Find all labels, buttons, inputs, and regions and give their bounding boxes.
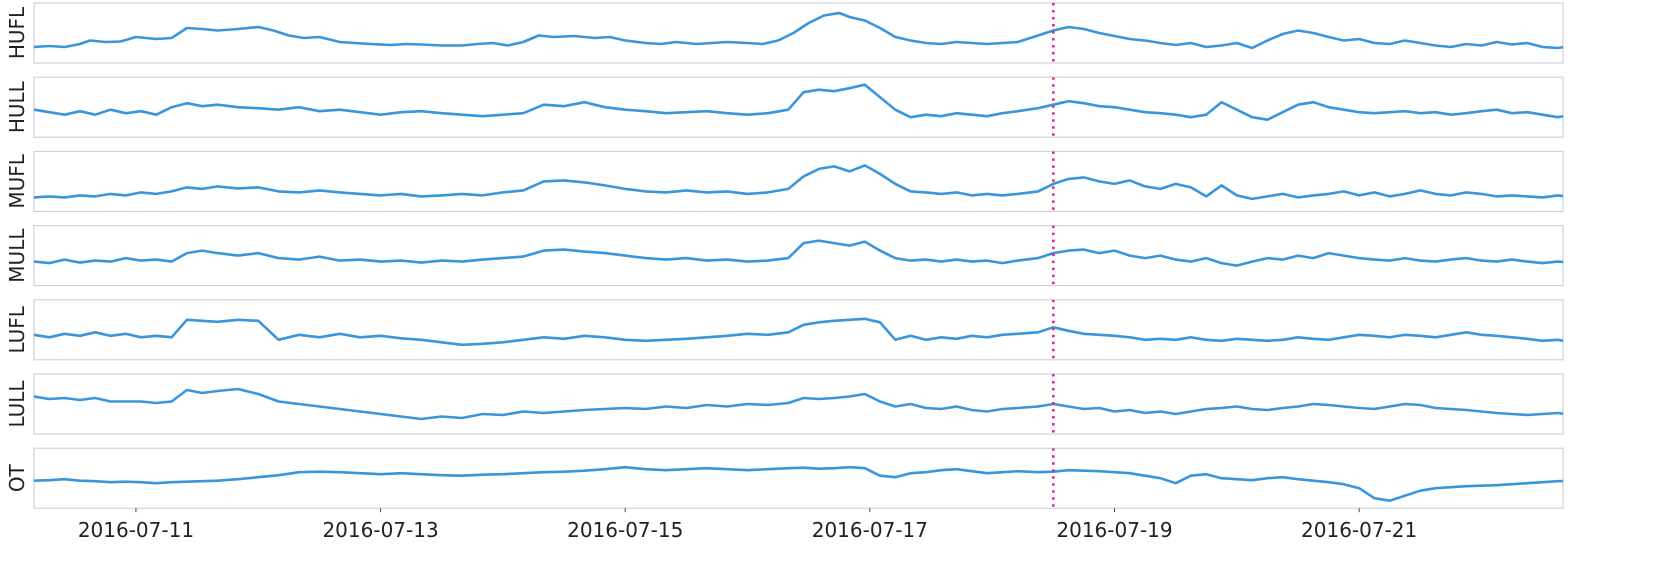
panel-frame bbox=[33, 373, 1564, 435]
x-axis: 2016-07-11 2016-07-13 2016-07-15 2016-07-17… bbox=[78, 508, 1417, 542]
panel-frame bbox=[33, 2, 1564, 64]
panel-label: LUFL bbox=[5, 305, 29, 353]
panel-label: MULL bbox=[5, 228, 29, 283]
x-tick-label: 2016-07-19 bbox=[1056, 518, 1172, 542]
panel-lufl: LUFL bbox=[5, 299, 1564, 361]
panel-mull: MULL bbox=[5, 225, 1564, 287]
observed-series bbox=[34, 387, 1563, 421]
observed-series bbox=[34, 317, 1563, 347]
panel-mufl: MUFL bbox=[5, 150, 1564, 212]
panel-lull: LULL bbox=[5, 373, 1564, 435]
panel-label: HUFL bbox=[5, 6, 29, 59]
panel-label: OT bbox=[5, 463, 29, 492]
panel-plot-area bbox=[34, 448, 1563, 509]
observed-series bbox=[34, 239, 1563, 267]
panel-plot-area bbox=[34, 299, 1563, 360]
x-tick-label: 2016-07-13 bbox=[322, 518, 438, 542]
observed-series bbox=[34, 164, 1563, 201]
panel-label: MUFL bbox=[5, 153, 29, 208]
observed-series bbox=[34, 11, 1563, 50]
panel-plot-area bbox=[34, 374, 1563, 434]
panel-plot-area bbox=[34, 151, 1563, 212]
panel-plot-area bbox=[34, 77, 1563, 138]
x-tick-label: 2016-07-11 bbox=[78, 518, 194, 542]
panel-frame bbox=[33, 225, 1564, 287]
panel-frame bbox=[33, 299, 1564, 361]
panel-label: LULL bbox=[5, 380, 29, 428]
panel-frame bbox=[33, 447, 1564, 509]
panel-plot-area bbox=[34, 225, 1563, 286]
panel-hull: HULL bbox=[5, 76, 1564, 138]
observed-series bbox=[34, 83, 1563, 121]
panel-label: HULL bbox=[5, 80, 29, 133]
x-tick-label: 2016-07-15 bbox=[567, 518, 683, 542]
panel-plot-area bbox=[34, 3, 1563, 63]
observed-series bbox=[34, 465, 1563, 502]
panels-layer: HUFL HULL MUFL MULL LUFL LULL OT bbox=[5, 2, 1564, 509]
x-tick-label: 2016-07-17 bbox=[812, 518, 928, 542]
x-tick-label: 2016-07-21 bbox=[1301, 518, 1417, 542]
panel-hufl: HUFL bbox=[5, 2, 1564, 64]
panel-ot: OT bbox=[5, 447, 1564, 509]
